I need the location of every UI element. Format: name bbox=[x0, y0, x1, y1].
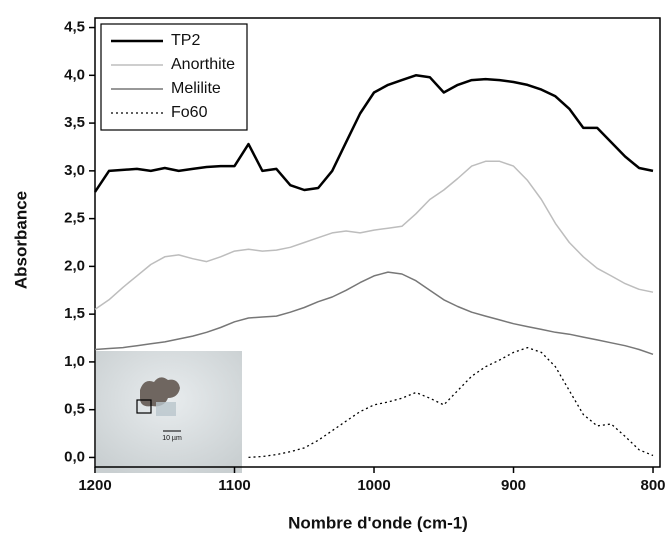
y-tick-label: 2,5 bbox=[64, 210, 85, 227]
scale-label: 10 µm bbox=[162, 435, 182, 442]
legend: TP2 Anorthite Melilite Fo60 bbox=[100, 23, 248, 131]
y-tick-label: 2,0 bbox=[64, 257, 85, 274]
y-tick-label: 3,0 bbox=[64, 162, 85, 179]
x-tick-label: 1100 bbox=[218, 477, 251, 494]
y-tick-label: 3,5 bbox=[64, 114, 85, 131]
y-tick-label: 1,5 bbox=[64, 305, 85, 322]
series-line bbox=[93, 74, 654, 193]
y-tick-label: 4,5 bbox=[64, 19, 85, 36]
legend-label: Anorthite bbox=[171, 56, 235, 73]
inset-photo: 10 µm bbox=[96, 351, 242, 473]
x-axis-label: Nombre d'onde (cm-1) bbox=[288, 513, 468, 532]
series-line bbox=[94, 160, 654, 311]
y-tick-label: 4,0 bbox=[64, 66, 85, 83]
legend-label: Melilite bbox=[171, 80, 221, 97]
legend-label: Fo60 bbox=[171, 104, 208, 121]
y-tick-label: 0,5 bbox=[64, 401, 85, 418]
x-tick-label: 1200 bbox=[78, 477, 111, 494]
x-tick-label: 900 bbox=[501, 477, 526, 494]
y-tick-label: 0,0 bbox=[64, 448, 85, 465]
y-axis-label: Absorbance bbox=[11, 191, 30, 289]
plot-frame bbox=[94, 17, 661, 468]
series-line bbox=[248, 346, 654, 459]
y-tick-label: 1,0 bbox=[64, 353, 85, 370]
series-line bbox=[94, 271, 654, 356]
x-tick-label: 800 bbox=[641, 477, 666, 494]
x-tick-label: 1000 bbox=[357, 477, 390, 494]
legend-label: TP2 bbox=[171, 32, 200, 49]
